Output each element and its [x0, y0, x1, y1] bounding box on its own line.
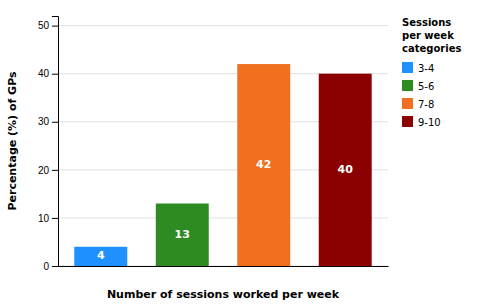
y-axis-line [52, 17, 59, 267]
y-tick: 30 [38, 116, 58, 127]
legend-title-line: categories [402, 43, 461, 54]
y-tick-label: 30 [38, 116, 50, 127]
data-label: 42 [256, 158, 271, 171]
data-labels: 4 13 42 40 [97, 158, 353, 262]
y-tick-label: 0 [43, 261, 49, 272]
legend: Sessions per week categories 3-4 5-6 7-8 9-10 [402, 17, 461, 128]
legend-title-line: Sessions [402, 17, 451, 28]
legend-label: 7-8 [418, 99, 434, 110]
y-tick-label: 50 [38, 20, 50, 31]
bar [156, 204, 209, 267]
y-tick: 10 [38, 213, 58, 224]
data-label: 13 [175, 228, 190, 241]
x-axis [59, 266, 389, 267]
x-axis-line [59, 266, 389, 267]
x-axis-title: Number of sessions worked per week [107, 288, 340, 301]
y-tick-mark [52, 266, 58, 267]
bars [74, 64, 371, 266]
legend-label: 3-4 [418, 63, 434, 74]
grid [58, 26, 388, 266]
grid-line [58, 25, 388, 26]
y-tick-label: 40 [38, 68, 50, 79]
legend-swatch [402, 98, 413, 109]
y-axis: 0 10 20 30 40 50 [38, 17, 59, 272]
y-tick-mark [52, 74, 58, 75]
y-tick: 40 [38, 68, 58, 79]
y-tick: 0 [43, 261, 58, 272]
legend-item: 5-6 [402, 80, 434, 92]
legend-item: 3-4 [402, 62, 434, 74]
legend-swatch [402, 80, 413, 91]
data-label: 40 [338, 163, 354, 176]
chart: 0 10 20 30 40 50 4 13 42 40 Number of sessions wor… [0, 0, 500, 308]
data-label: 4 [97, 249, 105, 262]
legend-swatch [402, 62, 413, 73]
y-tick-mark [52, 218, 58, 219]
legend-label: 5-6 [418, 81, 434, 92]
y-tick-label: 20 [38, 165, 50, 176]
legend-title: Sessions per week categories [402, 17, 461, 54]
bar [237, 64, 290, 266]
plot-area: 0 10 20 30 40 50 4 13 42 40 [38, 17, 389, 272]
bar [319, 74, 372, 266]
y-tick-label: 10 [38, 213, 50, 224]
y-tick-mark [52, 122, 58, 123]
legend-item: 9-10 [402, 116, 441, 128]
bar [74, 247, 127, 266]
legend-item: 7-8 [402, 98, 434, 110]
legend-swatch [402, 116, 413, 127]
y-axis-title: Percentage (%) of GPs [6, 71, 19, 211]
y-tick: 20 [38, 165, 58, 176]
y-tick: 50 [38, 20, 58, 31]
y-tick-mark [52, 170, 58, 171]
y-tick-mark [52, 26, 58, 27]
legend-title-line: per week [402, 30, 454, 41]
legend-label: 9-10 [418, 117, 441, 128]
